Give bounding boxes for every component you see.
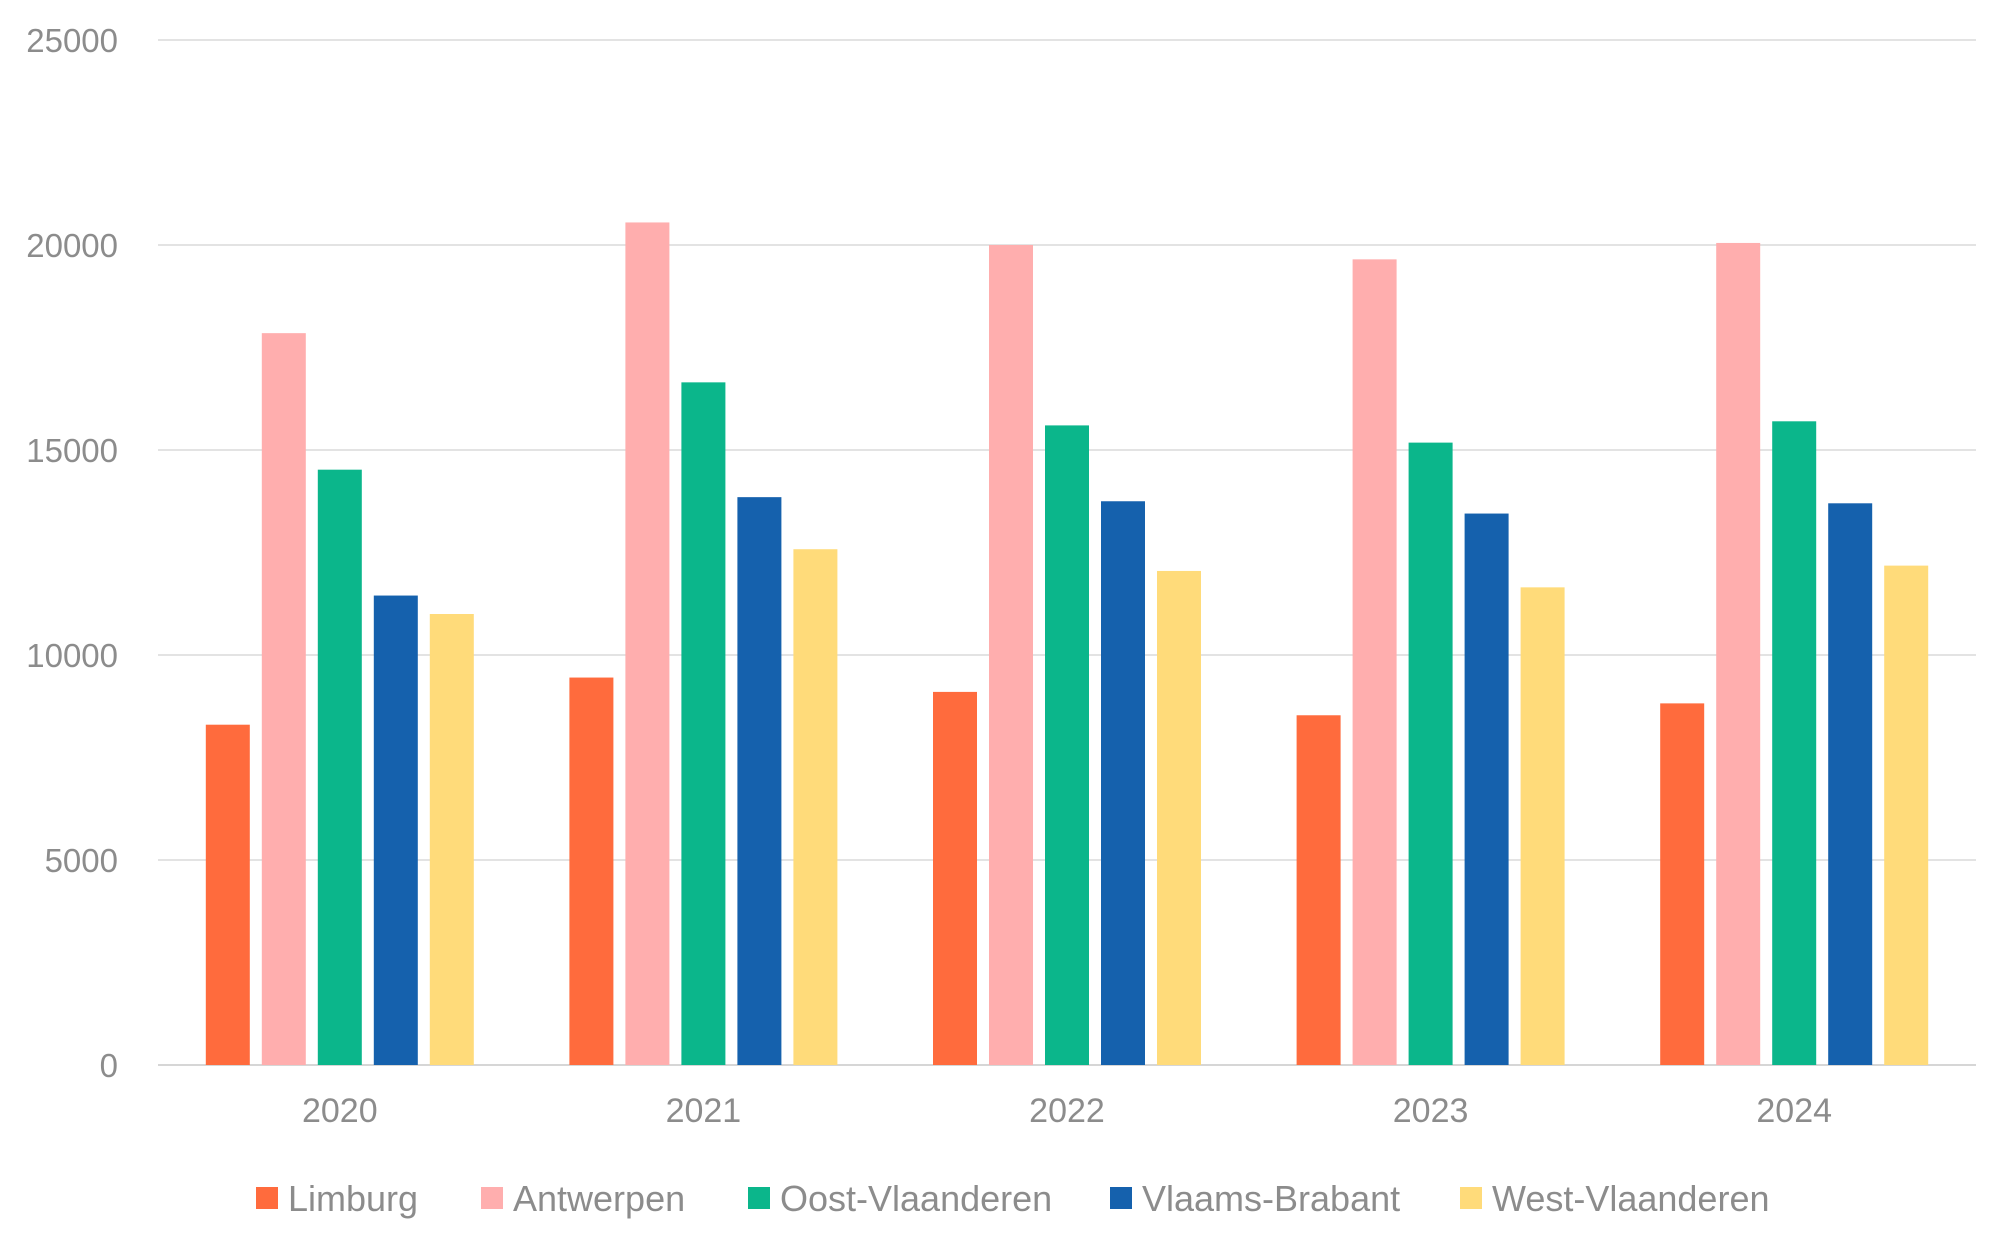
bar-west-vlaanderen-2021 bbox=[793, 549, 838, 1065]
legend-item: Antwerpen bbox=[481, 1178, 685, 1219]
bar-antwerpen-2020 bbox=[261, 333, 306, 1065]
x-axis-tick-labels: 2020 2021 2022 2023 2024 bbox=[302, 1092, 1832, 1130]
bar-limburg-2020 bbox=[205, 724, 250, 1065]
bar-vlaams-brabant-2020 bbox=[373, 595, 418, 1065]
bar-oost-vlaanderen-2022 bbox=[1045, 425, 1089, 1065]
legend-swatch bbox=[256, 1187, 278, 1209]
y-tick-label: 5000 bbox=[45, 842, 118, 879]
bar-west-vlaanderen-2022 bbox=[1157, 570, 1201, 1065]
bar-limburg-2022 bbox=[933, 691, 977, 1065]
legend-label: Antwerpen bbox=[513, 1178, 685, 1219]
bar-vlaams-brabant-2021 bbox=[737, 497, 782, 1065]
bar-oost-vlaanderen-2024 bbox=[1772, 421, 1817, 1065]
bar-vlaams-brabant-2022 bbox=[1101, 501, 1145, 1065]
x-tick-label: 2022 bbox=[1029, 1092, 1105, 1130]
x-tick-label: 2020 bbox=[302, 1092, 378, 1130]
bar-vlaams-brabant-2024 bbox=[1828, 503, 1873, 1065]
bar-limburg-2024 bbox=[1660, 703, 1705, 1065]
legend-swatch bbox=[1110, 1187, 1132, 1209]
legend-item: Vlaams-Brabant bbox=[1110, 1178, 1400, 1219]
y-tick-label: 0 bbox=[100, 1047, 118, 1084]
bar-limburg-2021 bbox=[569, 677, 614, 1065]
bar-west-vlaanderen-2023 bbox=[1520, 587, 1565, 1065]
y-tick-label: 15000 bbox=[26, 432, 118, 469]
legend-swatch bbox=[1460, 1187, 1482, 1209]
legend-swatch bbox=[748, 1187, 770, 1209]
legend-label: West-Vlaanderen bbox=[1492, 1178, 1770, 1219]
y-tick-label: 20000 bbox=[26, 227, 118, 264]
bars bbox=[205, 222, 1929, 1066]
bar-antwerpen-2024 bbox=[1716, 242, 1761, 1065]
y-axis-tick-labels: 0 5000 10000 15000 20000 25000 bbox=[26, 22, 118, 1084]
legend-item: West-Vlaanderen bbox=[1460, 1178, 1770, 1219]
x-tick-label: 2023 bbox=[1393, 1092, 1469, 1130]
legend-item: Limburg bbox=[256, 1178, 418, 1219]
y-tick-label: 10000 bbox=[26, 637, 118, 674]
bar-west-vlaanderen-2024 bbox=[1884, 565, 1929, 1065]
bar-oost-vlaanderen-2023 bbox=[1408, 442, 1453, 1065]
bar-antwerpen-2023 bbox=[1352, 259, 1397, 1066]
legend-label: Limburg bbox=[288, 1178, 418, 1219]
bar-oost-vlaanderen-2020 bbox=[317, 469, 362, 1065]
x-tick-label: 2021 bbox=[666, 1092, 742, 1130]
bar-oost-vlaanderen-2021 bbox=[681, 382, 726, 1066]
legend-item: Oost-Vlaanderen bbox=[748, 1178, 1052, 1219]
x-tick-label: 2024 bbox=[1756, 1092, 1832, 1130]
bar-antwerpen-2022 bbox=[989, 245, 1033, 1065]
bar-limburg-2023 bbox=[1296, 715, 1341, 1065]
bar-antwerpen-2021 bbox=[625, 222, 670, 1065]
legend-label: Vlaams-Brabant bbox=[1142, 1178, 1400, 1219]
bar-west-vlaanderen-2020 bbox=[429, 614, 474, 1065]
legend: Limburg Antwerpen Oost-Vlaanderen Vlaams-Br… bbox=[256, 1178, 1770, 1219]
legend-swatch bbox=[481, 1187, 503, 1209]
bar-vlaams-brabant-2023 bbox=[1464, 513, 1509, 1065]
legend-label: Oost-Vlaanderen bbox=[780, 1178, 1052, 1219]
y-tick-label: 25000 bbox=[26, 22, 118, 59]
